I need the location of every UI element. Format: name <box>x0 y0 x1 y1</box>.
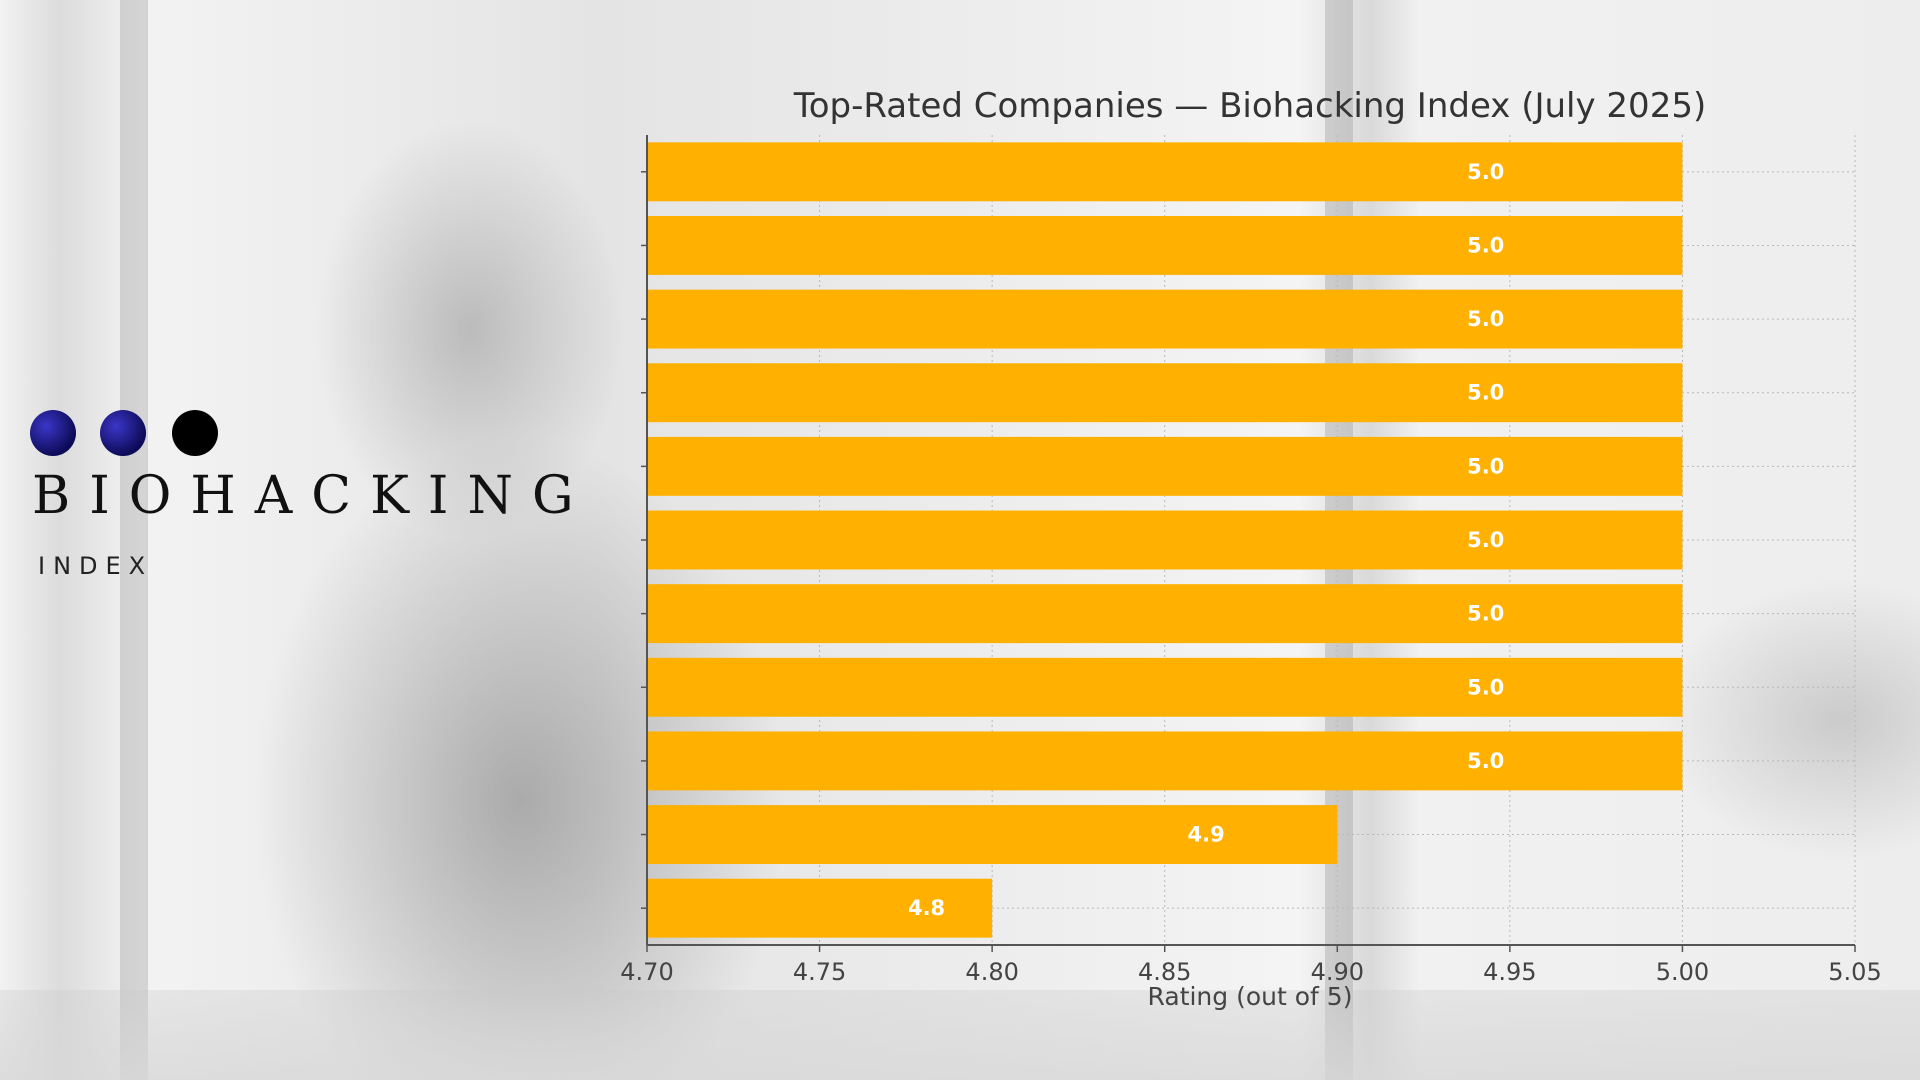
bar <box>647 289 1683 349</box>
bar <box>647 510 1683 570</box>
bar <box>647 805 1338 864</box>
bar <box>647 878 993 938</box>
x-tick-label: 4.75 <box>793 958 846 986</box>
logo-dot-icon <box>172 410 218 456</box>
bar-value-label: 4.8 <box>908 896 945 920</box>
x-tick-label: 4.70 <box>620 958 673 986</box>
chart-title: Top-Rated Companies — Biohacking Index (… <box>793 86 1707 126</box>
bar-value-label: 5.0 <box>1467 675 1504 699</box>
bar <box>647 731 1683 791</box>
x-tick-label: 4.80 <box>965 958 1018 986</box>
x-tick-label: 4.95 <box>1483 958 1536 986</box>
bar-value-label: 5.0 <box>1467 749 1504 773</box>
x-tick-label: 4.90 <box>1311 958 1364 986</box>
bar <box>647 657 1683 717</box>
x-tick-label: 4.85 <box>1138 958 1191 986</box>
logo-dot-icon <box>100 410 146 456</box>
brand-logo: BIOHACKING INDEX <box>30 410 630 590</box>
bar-value-label: 5.0 <box>1467 160 1504 184</box>
window-frame <box>120 0 148 1080</box>
bar-value-label: 5.0 <box>1467 233 1504 257</box>
bar <box>647 216 1683 275</box>
bar <box>647 142 1683 202</box>
bar <box>647 363 1683 423</box>
x-tick-label: 5.05 <box>1828 958 1881 986</box>
bar-value-label: 4.9 <box>1188 823 1225 847</box>
bar-value-label: 5.0 <box>1467 381 1504 405</box>
x-axis-label: Rating (out of 5) <box>1147 982 1353 1011</box>
bar <box>647 436 1683 496</box>
brand-title: BIOHACKING <box>32 466 593 526</box>
bar-value-label: 5.0 <box>1467 528 1504 552</box>
bar-value-label: 5.0 <box>1467 307 1504 331</box>
logo-dot-icon <box>30 410 76 456</box>
bar-value-label: 5.0 <box>1467 454 1504 478</box>
x-tick-label: 5.00 <box>1656 958 1709 986</box>
desk <box>0 990 1920 1080</box>
brand-subtitle: INDEX <box>38 552 154 580</box>
bar <box>647 584 1683 644</box>
bar-value-label: 5.0 <box>1467 602 1504 626</box>
